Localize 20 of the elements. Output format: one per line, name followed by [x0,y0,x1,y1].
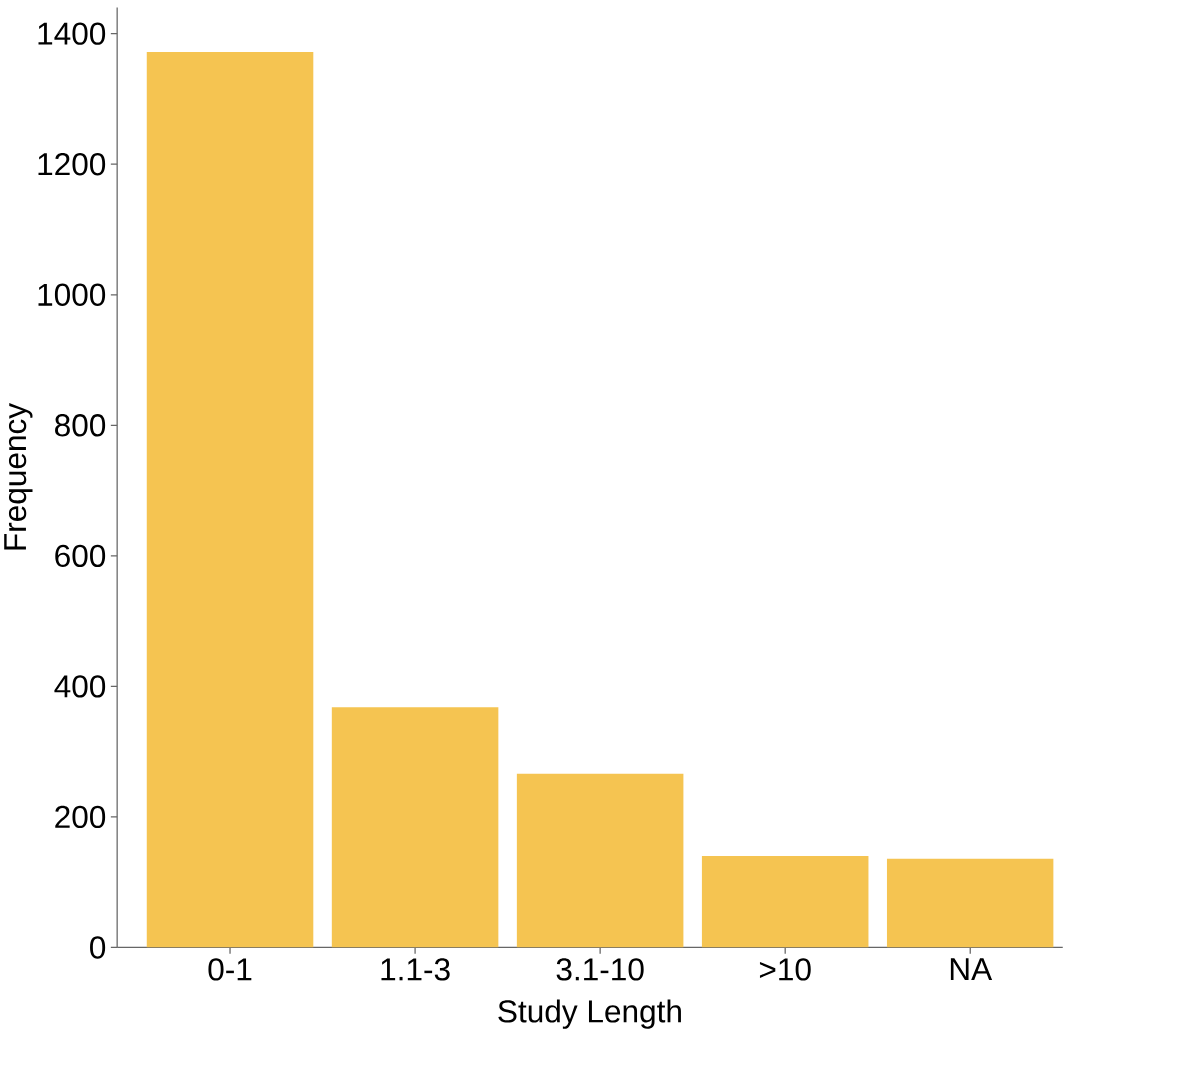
x-axis-title: Study Length [498,999,681,1030]
x-tick-label: 1.1-3 [381,958,450,981]
y-tick-label: 1200 [38,153,106,176]
y-axis-title: Frequency [4,403,33,550]
y-tick-label: 400 [54,675,106,698]
bar [886,858,1054,948]
y-tick-label: 600 [55,544,106,568]
x-tick-label: 3.1-10 [556,958,644,981]
bar [516,774,684,948]
x-tick-label: >10 [759,958,811,981]
x-tick-label: NA [950,958,993,981]
bar [146,52,314,948]
y-tick-label: 0 [90,936,106,959]
bar [331,707,499,948]
bar [701,856,869,948]
y-tick-label: 1400 [38,22,106,46]
y-tick-label: 1000 [38,283,106,307]
x-tick-label: 0-1 [208,958,252,981]
y-tick-label: 200 [55,805,106,829]
y-tick-label: 800 [55,414,106,437]
